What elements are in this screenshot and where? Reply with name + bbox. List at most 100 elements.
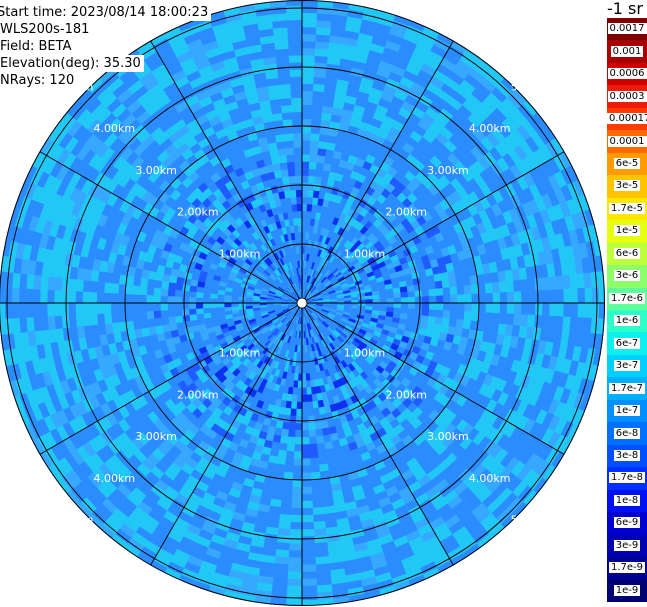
radar-cell [276,456,286,466]
radar-cell [301,571,317,580]
radar-cell [542,289,551,304]
radar-cell [555,275,564,290]
radar-cell [46,302,55,317]
radar-cell [556,289,565,304]
radar-cell [301,507,314,516]
radar-cell [520,314,529,327]
radar-cell [54,276,63,291]
radar-cell [478,302,487,313]
radar-cell [301,224,307,233]
radar-cell [160,316,170,326]
radar-cell [272,570,289,579]
radar-cell [75,302,84,316]
radar-cell [400,291,409,299]
radar-cell [311,492,323,502]
radar-cell [315,27,332,36]
radar-cell [89,313,99,326]
radar-cell [485,292,494,304]
radar-cell [124,293,133,304]
radar-cell [520,290,529,304]
radar-cell [513,291,522,304]
radar-cell [441,317,451,327]
radar-cell [103,292,112,304]
radar-cell [68,314,77,328]
radar-cell [301,394,308,403]
radar-cell [188,308,197,316]
radar-cell [436,295,444,304]
radar-cell [33,274,42,290]
radar-cell [316,12,333,22]
radar-cell [145,302,154,312]
radar-cell [455,277,465,287]
radar-cell [223,302,232,308]
radar-cell [153,317,163,327]
radar-cell [442,310,451,319]
radar-cell [562,274,571,290]
radar-cell [315,161,325,171]
radar-cell [181,290,190,298]
radar-cell [301,161,310,169]
radar-cell [110,312,120,324]
radar-cell [498,281,508,293]
radar-cell [308,422,316,431]
radar-cell [292,472,303,481]
radar-cell [301,380,307,389]
radar-cell [427,316,437,325]
radar-cell [449,310,458,320]
radar-cell [181,302,190,310]
radar-cell [527,302,536,316]
radar-cell [379,298,388,304]
radar-cell [296,401,303,410]
radar-cell [96,281,106,293]
radar-cell [286,578,303,587]
radar-cell [448,278,458,288]
radar-cell [18,317,28,333]
radar-cell [301,430,310,438]
radar-cell [223,298,232,304]
radar-cell [11,272,21,289]
radar-cell [54,315,63,330]
radar-cell [153,294,161,304]
radar-cell [138,294,147,304]
radar-cell [400,297,409,304]
radar-cell [160,287,169,297]
radar-cell [295,422,303,431]
radar-cell [584,302,593,319]
radar-cell [124,284,134,295]
radar-cell [470,311,480,322]
radar-cell [292,479,303,488]
radar-cell [290,507,303,516]
radar-cell [320,420,329,430]
radar-cell [202,302,211,309]
radar-cell [520,302,529,316]
radar-cell [271,584,288,594]
radar-cell [307,189,315,198]
radar-cell [306,394,313,403]
radar-cell [313,62,328,71]
radar-cell [68,302,77,316]
radar-cell [301,33,317,42]
radar-cell [534,277,543,292]
radar-cell [577,302,586,319]
radar-cell [209,307,218,313]
radar-cell [39,289,48,304]
radar-cell [434,280,444,290]
radar-cell [309,140,320,149]
radar-cell [535,302,543,316]
radar-cell [393,292,402,299]
radar-cell [153,310,162,319]
radar-cell [541,315,550,330]
radar-cell [306,401,314,410]
radar-cell [413,283,422,292]
radar-cell [491,312,501,324]
radar-cell [301,76,315,85]
radar-cell [570,302,579,318]
radar-cell [309,147,319,156]
radar-cell [75,314,84,327]
radar-cell [520,279,529,292]
radar-cell [457,302,466,312]
radar-cell [124,311,134,322]
radar-cell [301,40,316,49]
radar-cell [216,302,225,308]
